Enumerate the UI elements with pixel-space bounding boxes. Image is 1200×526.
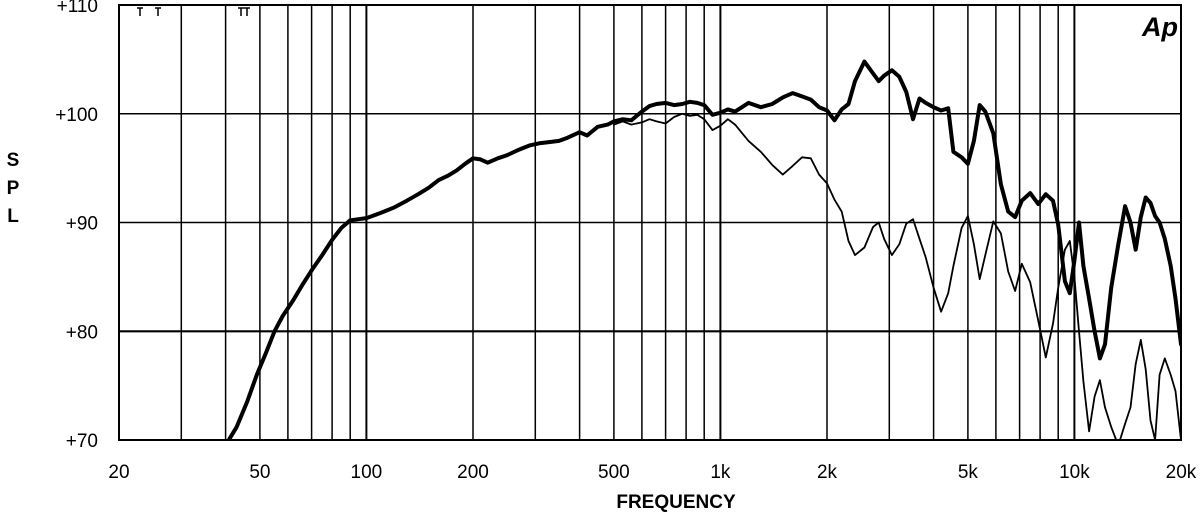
y-tick-label: +70 xyxy=(66,431,98,452)
plot-frame xyxy=(118,4,1182,441)
top-left-marks xyxy=(137,7,250,16)
series-line-thin xyxy=(613,112,1181,440)
x-tick-label: 20 xyxy=(108,462,129,483)
ap-logo: Ap xyxy=(1141,12,1178,42)
x-tick-label: 1k xyxy=(710,462,731,483)
series-line-thick xyxy=(227,59,1181,440)
x-tick-label: 5k xyxy=(958,462,979,483)
y-axis-title-letter: S xyxy=(7,150,20,171)
grid xyxy=(119,5,1181,440)
y-axis-title-letter: P xyxy=(7,178,20,199)
y-tick-label: +110 xyxy=(57,0,98,17)
x-tick-label: 100 xyxy=(351,462,383,483)
x-tick-label: 2k xyxy=(817,462,838,483)
x-tick-label: 50 xyxy=(249,462,270,483)
y-tick-label: +100 xyxy=(55,105,98,126)
x-tick-labels: 20 50 100 200 500 1k 2k 5k 10k 20k xyxy=(108,462,1196,483)
y-axis-title: SPL xyxy=(7,150,20,227)
series-group xyxy=(227,59,1181,440)
x-tick-label: 10k xyxy=(1059,462,1090,483)
y-tick-labels: +110 +100 +90 +80 +70 xyxy=(55,0,98,452)
y-tick-label: +90 xyxy=(66,214,98,235)
x-tick-label: 20k xyxy=(1166,462,1197,483)
x-axis-title: FREQUENCY xyxy=(616,492,736,513)
x-tick-label: 500 xyxy=(598,462,630,483)
x-tick-label: 200 xyxy=(457,462,489,483)
y-axis-title-letter: L xyxy=(7,206,19,227)
y-tick-label: +80 xyxy=(66,322,98,343)
